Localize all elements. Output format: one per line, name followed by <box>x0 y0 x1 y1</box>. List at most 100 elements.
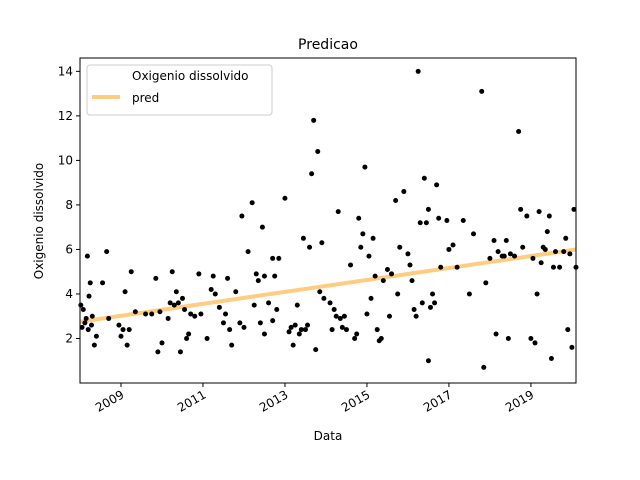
scatter-point <box>360 231 366 237</box>
scatter-point <box>118 333 124 339</box>
scatter-point <box>84 253 90 259</box>
scatter-point <box>288 324 294 330</box>
scatter-point <box>88 322 94 328</box>
scatter-point <box>126 327 132 333</box>
scatter-point <box>85 327 91 333</box>
scatter-point <box>165 315 171 321</box>
scatter-point <box>389 271 395 277</box>
scatter-point <box>368 295 374 301</box>
scatter-point <box>282 195 288 201</box>
y-tick-label: 8 <box>65 198 73 212</box>
scatter-point <box>516 128 522 134</box>
scatter-point <box>501 253 507 259</box>
scatter-point <box>171 302 177 308</box>
y-tick-label: 10 <box>58 153 73 167</box>
scatter-point <box>173 289 179 295</box>
scatter-point <box>220 320 226 326</box>
legend: Oxigenio dissolvido pred <box>86 64 273 116</box>
y-tick-label: 12 <box>58 109 73 123</box>
scatter-point <box>100 280 106 286</box>
y-axis-label: Oxigenio dissolvido <box>32 163 46 280</box>
scatter-point <box>366 253 372 259</box>
scatter-point <box>370 235 376 241</box>
scatter-point <box>483 280 489 286</box>
scatter-point <box>438 264 444 270</box>
scatter-point <box>157 309 163 315</box>
pred-line <box>79 247 577 324</box>
scatter-point <box>177 349 183 355</box>
scatter-point <box>503 238 509 244</box>
scatter-point <box>319 240 325 246</box>
scatter-point <box>407 262 413 268</box>
scatter-point <box>395 291 401 297</box>
scatter-point <box>460 218 466 223</box>
scatter-point <box>358 244 364 250</box>
scatter-point <box>512 253 518 259</box>
scatter-point <box>245 249 251 255</box>
scatter-point <box>261 273 267 279</box>
scatter-point <box>571 206 577 212</box>
scatter-point <box>421 175 427 181</box>
legend-box <box>86 64 273 116</box>
scatter-point <box>417 220 423 226</box>
scatter-point <box>296 331 302 337</box>
scatter-point <box>432 300 438 306</box>
y-axis: 2 4 6 8 10 12 14 <box>58 64 80 345</box>
scatter-point <box>374 327 380 333</box>
scatter-point <box>520 244 526 250</box>
scatter-point <box>413 313 419 319</box>
scatter-point <box>569 344 575 350</box>
scatter-point <box>409 278 415 284</box>
scatter-point <box>122 289 128 295</box>
scatter-point <box>128 269 134 275</box>
scatter-point <box>544 229 550 235</box>
scatter-point <box>372 273 378 279</box>
scatter-point <box>425 358 431 364</box>
scatter-point <box>276 255 282 261</box>
scatter-point <box>302 327 308 333</box>
scatter-point <box>257 320 263 326</box>
scatter-point <box>192 313 198 319</box>
scatter-point <box>333 313 339 319</box>
scatter-point <box>196 271 202 277</box>
scatter-point <box>78 302 84 308</box>
scatter-point <box>292 322 298 328</box>
scatter-point <box>317 289 323 295</box>
scatter-point <box>188 311 194 317</box>
scatter-point <box>198 311 204 317</box>
scatter-point <box>93 333 99 339</box>
scatter-point <box>487 255 493 261</box>
scatter-point <box>507 251 513 257</box>
scatter-point <box>493 331 499 337</box>
scatter-point <box>479 88 485 94</box>
scatter-point <box>348 262 354 268</box>
scatter-point <box>427 304 433 310</box>
scatter-point <box>208 287 214 293</box>
scatter-point <box>335 209 341 215</box>
x-axis-label: Data <box>314 429 343 443</box>
scatter-point <box>169 269 175 275</box>
scatter-point <box>434 182 440 188</box>
scatter-point <box>216 304 222 310</box>
scatter-point <box>538 260 544 266</box>
scatter-point <box>83 315 89 321</box>
scatter-point <box>253 271 259 277</box>
scatter-point <box>204 335 210 341</box>
scatter-point <box>446 246 452 252</box>
scatter-point <box>563 235 569 241</box>
scatter-point <box>378 335 384 341</box>
scatter-point <box>175 300 181 306</box>
scatter-point <box>518 206 524 212</box>
legend-entry-oxigenio: Oxigenio dissolvido <box>132 69 249 83</box>
scatter-point <box>352 335 358 341</box>
scatter-point <box>274 307 280 313</box>
scatter-point <box>86 293 92 299</box>
scatter-point <box>425 206 431 212</box>
plot-frame <box>79 57 577 384</box>
scatter-point <box>331 307 337 313</box>
y-tick-label: 6 <box>65 242 73 256</box>
scatter-point <box>546 213 552 219</box>
y-tick-label: 14 <box>58 64 73 78</box>
scatter-point <box>184 335 190 341</box>
scatter-point <box>132 309 138 315</box>
